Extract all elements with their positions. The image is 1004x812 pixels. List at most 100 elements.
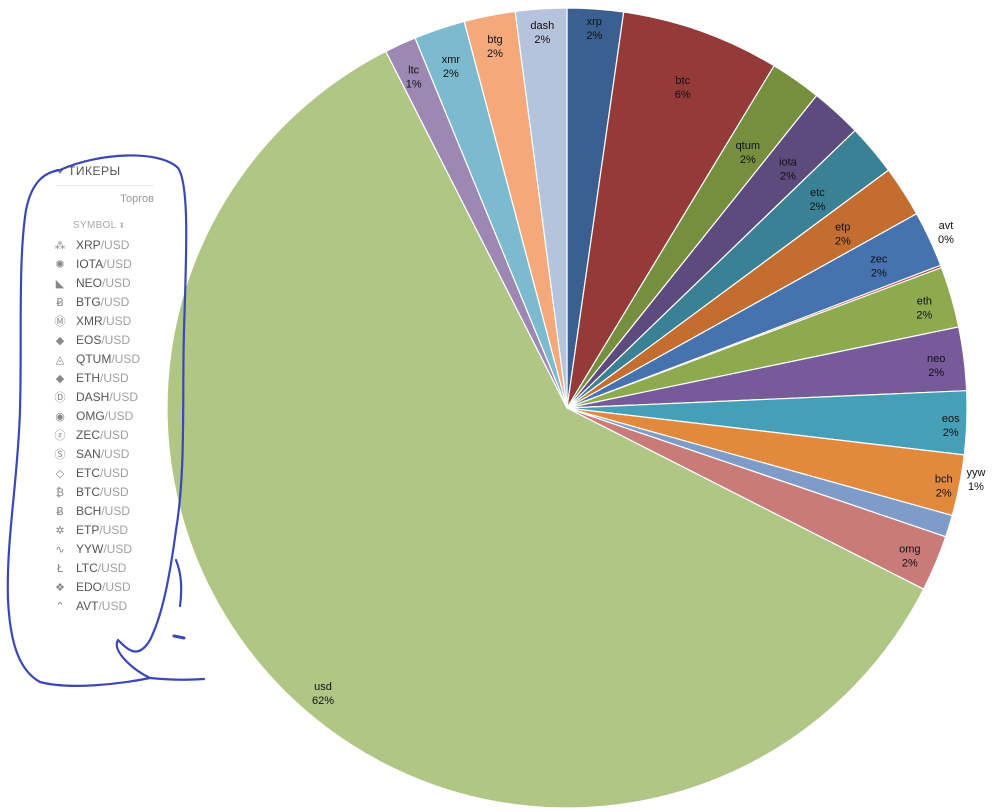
ticker-quote: /USD [100, 485, 129, 499]
slice-label-xrp: xrp [587, 16, 602, 28]
ticker-base: ETP [76, 523, 100, 537]
eth-icon: ◆ [55, 372, 65, 385]
ticker-base: ETH [76, 371, 100, 385]
ticker-item-etc[interactable]: ◇ ETC/USD [52, 464, 156, 483]
eos-icon: ◆ [55, 334, 65, 347]
ticker-item-etp[interactable]: ✲ ETP/USD [52, 521, 156, 540]
slice-percent-btc: 6% [675, 89, 691, 101]
ticker-quote: /USD [100, 295, 130, 309]
slice-percent-yyw: 1% [968, 481, 984, 493]
ticker-base: AVT [76, 599, 99, 613]
ticker-item-eos[interactable]: ◆ EOS/USD [52, 331, 156, 350]
slice-percent-iota: 2% [780, 171, 796, 183]
ticker-base: ZEC [76, 428, 100, 442]
dash-icon: Ⓓ [54, 391, 66, 404]
ticker-item-ltc[interactable]: Ł LTC/USD [52, 559, 156, 578]
ticker-base: DASH [76, 390, 110, 404]
slice-percent-dash: 2% [534, 34, 550, 46]
pie-slices [166, 7, 968, 809]
slice-label-usd: usd [314, 681, 332, 693]
ticker-item-edo[interactable]: ❖ EDO/USD [52, 578, 156, 597]
ticker-item-btc[interactable]: ₿ BTC/USD [52, 483, 156, 502]
ticker-list: ⁂ XRP/USD ✺ IOTA/USD ◣ NEO/USD Ƀ BTG/USD Ⓜ XMR/US… [52, 236, 156, 616]
ticker-item-iota[interactable]: ✺ IOTA/USD [52, 255, 156, 274]
ticker-base: XMR [76, 314, 103, 328]
slice-percent-qtum: 2% [740, 154, 756, 166]
neo-icon: ◣ [55, 277, 65, 290]
slice-percent-omg: 2% [902, 557, 918, 569]
ticker-quote: /USD [100, 238, 130, 252]
ticker-item-zec[interactable]: ⓩ ZEC/USD [52, 426, 156, 445]
ticker-base: LTC [76, 561, 98, 575]
ticker-base: OMG [76, 409, 105, 423]
ticker-base: SAN [76, 447, 101, 461]
ticker-item-san[interactable]: Ⓢ SAN/USD [52, 445, 156, 464]
tickers-panel-title: ТИКЕРЫ [68, 164, 121, 178]
ticker-item-avt[interactable]: ⌃ AVT/USD [52, 597, 156, 616]
ticker-item-xrp[interactable]: ⁂ XRP/USD [52, 236, 156, 255]
slice-label-eth: eth [917, 296, 932, 308]
ticker-item-bch[interactable]: Ƀ BCH/USD [52, 502, 156, 521]
xmr-icon: Ⓜ [54, 315, 66, 328]
ticker-quote: /USD [102, 314, 132, 328]
bch-icon: Ƀ [56, 505, 64, 518]
yyw-icon: ∿ [55, 543, 65, 556]
pie-slice-usd [166, 50, 925, 809]
omg-icon: ◉ [55, 410, 65, 423]
edo-icon: ❖ [55, 581, 65, 594]
ticker-base: EDO [76, 580, 103, 594]
ltc-icon: Ł [56, 562, 64, 575]
ticker-item-xmr[interactable]: Ⓜ XMR/USD [52, 312, 156, 331]
slice-label-eos: eos [942, 413, 960, 425]
ticker-item-eth[interactable]: ◆ ETH/USD [52, 369, 156, 388]
ticker-base: BTG [76, 295, 101, 309]
ticker-quote: /USD [101, 504, 131, 518]
tab-trades[interactable]: Торгов [120, 193, 154, 205]
symbol-column-header[interactable]: SYMBOL ⬍ [73, 220, 126, 231]
slice-label-omg: omg [899, 543, 920, 555]
slice-label-neo: neo [927, 353, 945, 365]
avt-icon: ⌃ [55, 600, 65, 613]
pie-slice-dash [514, 7, 568, 409]
ticker-item-dash[interactable]: Ⓓ DASH/USD [52, 388, 156, 407]
ticker-item-qtum[interactable]: ◬ QTUM/USD [52, 350, 156, 369]
symbol-column-label: SYMBOL [73, 220, 117, 231]
slice-label-yyw: yyw [967, 467, 986, 479]
ticker-quote: /USD [103, 257, 132, 271]
san-icon: Ⓢ [54, 448, 66, 461]
slice-label-zec: zec [870, 254, 888, 266]
ticker-item-neo[interactable]: ◣ NEO/USD [52, 274, 156, 293]
sort-icon: ⬍ [118, 221, 126, 230]
xrp-icon: ⁂ [54, 239, 66, 252]
ticker-quote: /USD [97, 561, 127, 575]
ticker-quote: /USD [99, 523, 129, 537]
slice-label-qtum: qtum [736, 140, 760, 152]
slice-percent-bch: 2% [936, 487, 952, 499]
ticker-quote: /USD [98, 599, 128, 613]
ticker-quote: /USD [102, 580, 131, 594]
ticker-quote: /USD [103, 542, 133, 556]
slice-percent-eth: 2% [916, 310, 932, 322]
slice-label-btc: btc [675, 75, 690, 87]
ticker-item-omg[interactable]: ◉ OMG/USD [52, 407, 156, 426]
ticker-base: BCH [76, 504, 102, 518]
slice-percent-etp: 2% [835, 235, 851, 247]
ticker-quote: /USD [100, 447, 130, 461]
pie-slice-btc [566, 11, 775, 409]
slice-label-etp: etp [835, 221, 850, 233]
ticker-item-yyw[interactable]: ∿ YYW/USD [52, 540, 156, 559]
ticker-base: BTC [76, 485, 100, 499]
slice-percent-btg: 2% [487, 48, 503, 60]
slice-percent-zec: 2% [871, 268, 887, 280]
tickers-panel-header[interactable]: ТИКЕРЫ [56, 164, 121, 178]
divider [56, 185, 154, 186]
ticker-quote: /USD [102, 276, 131, 290]
slice-percent-avt: 0% [938, 234, 954, 246]
ticker-base: ETC [76, 466, 100, 480]
ticker-item-btg[interactable]: Ƀ BTG/USD [52, 293, 156, 312]
iota-icon: ✺ [55, 258, 65, 271]
slice-label-iota: iota [779, 157, 798, 169]
slice-label-ltc: ltc [408, 64, 420, 76]
ticker-quote: /USD [104, 409, 134, 423]
slice-percent-ltc: 1% [406, 78, 422, 90]
